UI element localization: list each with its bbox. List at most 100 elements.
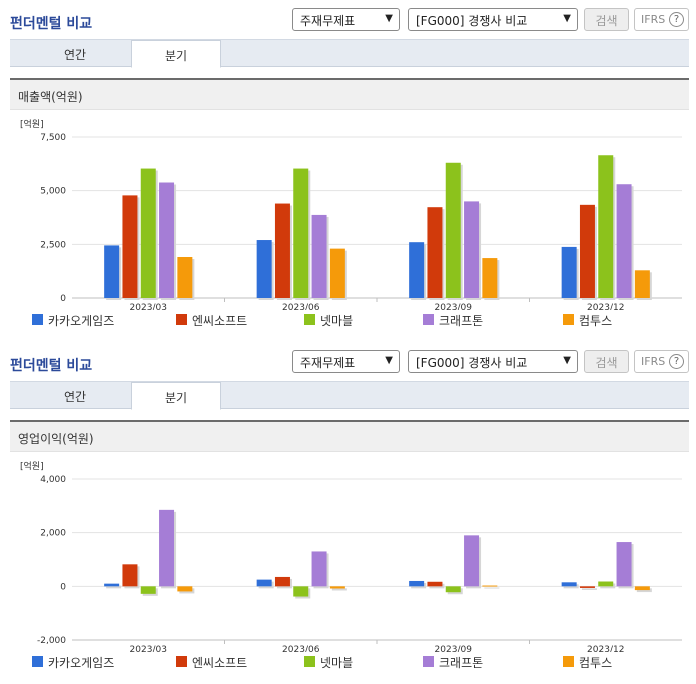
y-tick-label: -2,000 xyxy=(37,636,66,646)
bar-컴투스 xyxy=(177,586,193,592)
search-button[interactable]: 검색 xyxy=(584,350,629,373)
bar-넷마블 xyxy=(293,586,309,597)
y-tick-label: 0 xyxy=(60,294,66,304)
section-title: 펀더멘털 비교 xyxy=(10,16,93,32)
legend-item[interactable]: 컴투스 xyxy=(563,654,612,671)
bar-넷마블 xyxy=(445,162,461,298)
bar-크래프톤 xyxy=(311,214,327,298)
statement-type-value: 주재무제표 xyxy=(300,356,356,370)
tab-annual[interactable]: 연간 xyxy=(63,48,87,62)
y-tick-label: 7,500 xyxy=(40,133,66,143)
chevron-down-icon: ▼ xyxy=(563,355,571,366)
legend-label: 크래프톤 xyxy=(439,656,484,670)
fundamental-section-operating-profit: 펀더멘털 비교 주재무제표 ▼ [FG000] 경쟁사 비교 ▼ 검색 IFRS… xyxy=(0,342,696,684)
bar-엔씨소프트 xyxy=(579,204,595,298)
tab-quarterly[interactable]: 분기 xyxy=(131,40,221,68)
bar-카카오게임즈 xyxy=(256,240,272,298)
peer-group-select[interactable]: [FG000] 경쟁사 비교 ▼ xyxy=(408,350,578,373)
ifrs-label: IFRS xyxy=(641,355,666,368)
legend-item[interactable]: 카카오게임즈 xyxy=(32,312,114,329)
bar-컴투스 xyxy=(482,585,498,587)
bar-shadow xyxy=(331,588,347,591)
peer-group-select[interactable]: [FG000] 경쟁사 비교 ▼ xyxy=(408,8,578,31)
bar-컴투스 xyxy=(634,270,650,298)
legend-item[interactable]: 크래프톤 xyxy=(423,654,483,671)
statement-type-value: 주재무제표 xyxy=(300,14,356,28)
chevron-down-icon: ▼ xyxy=(563,13,571,24)
legend-item[interactable]: 크래프톤 xyxy=(423,312,483,329)
statement-type-select[interactable]: 주재무제표 ▼ xyxy=(292,350,400,373)
bar-넷마블 xyxy=(293,168,309,298)
x-tick-label: 2023/03 xyxy=(130,645,167,652)
statement-type-select[interactable]: 주재무제표 ▼ xyxy=(292,8,400,31)
bar-엔씨소프트 xyxy=(274,576,290,587)
chart-panel-header: 매출액(억원) xyxy=(10,80,689,110)
legend-item[interactable]: 넷마블 xyxy=(304,312,353,329)
bar-컴투스 xyxy=(329,586,345,589)
legend-swatch xyxy=(563,656,574,667)
bar-카카오게임즈 xyxy=(256,579,272,587)
legend-swatch xyxy=(423,314,434,325)
ifrs-label: IFRS xyxy=(641,13,666,26)
bar-넷마블 xyxy=(598,155,614,298)
bar-크래프톤 xyxy=(159,509,175,587)
legend-label: 엔씨소프트 xyxy=(192,314,248,328)
legend-swatch xyxy=(304,314,315,325)
ifrs-help-button[interactable]: IFRS ? xyxy=(634,8,689,31)
legend-item[interactable]: 넷마블 xyxy=(304,654,353,671)
y-unit-label: [억원] xyxy=(20,460,44,472)
bar-컴투스 xyxy=(634,586,650,591)
legend-item[interactable]: 카카오게임즈 xyxy=(32,654,114,671)
legend-item[interactable]: 엔씨소프트 xyxy=(176,654,247,671)
legend-label: 컴투스 xyxy=(579,656,613,670)
chevron-down-icon: ▼ xyxy=(385,355,393,366)
bar-컴투스 xyxy=(482,258,498,298)
chart-panel-revenue: 매출액(억원) [억원] 0 2,500 5,000 7,500 2023/03 2023/… xyxy=(10,78,689,337)
chevron-down-icon: ▼ xyxy=(385,13,393,24)
period-tabs: 연간 분기 xyxy=(10,381,689,410)
bar-카카오게임즈 xyxy=(561,246,577,298)
legend-swatch xyxy=(176,656,187,667)
bar-크래프톤 xyxy=(311,551,327,587)
y-tick-label: 5,000 xyxy=(40,187,66,197)
operating-profit-bar-chart: [억원] -2,000 0 2,000 4,000 2023/03 2023/06 2023/… xyxy=(20,460,682,652)
legend-label: 카카오게임즈 xyxy=(48,656,115,670)
x-tick-label: 2023/06 xyxy=(282,645,320,652)
y-tick-label: 2,000 xyxy=(40,529,66,539)
legend-item[interactable]: 컴투스 xyxy=(563,312,612,329)
bar-엔씨소프트 xyxy=(427,207,443,298)
legend-swatch xyxy=(563,314,574,325)
tab-quarterly[interactable]: 분기 xyxy=(131,382,221,410)
bar-컴투스 xyxy=(177,256,193,298)
bar-크래프톤 xyxy=(159,182,175,298)
ifrs-help-button[interactable]: IFRS ? xyxy=(634,350,689,373)
legend-item[interactable]: 엔씨소프트 xyxy=(176,312,247,329)
help-icon: ? xyxy=(669,354,684,369)
y-tick-label: 0 xyxy=(60,582,66,592)
bar-카카오게임즈 xyxy=(409,580,425,587)
legend-label: 컴투스 xyxy=(579,314,613,328)
bar-엔씨소프트 xyxy=(122,564,138,587)
x-tick-label: 2023/09 xyxy=(435,303,473,310)
bar-크래프톤 xyxy=(464,535,480,587)
bar-엔씨소프트 xyxy=(427,581,443,587)
period-tabs: 연간 분기 xyxy=(10,39,689,68)
bar-넷마블 xyxy=(445,586,461,593)
chart-legend: 카카오게임즈 엔씨소프트 넷마블 크래프톤 컴투스 xyxy=(32,312,682,330)
legend-swatch xyxy=(32,314,43,325)
chart-title: 영업이익(억원) xyxy=(18,432,94,446)
legend-label: 크래프톤 xyxy=(439,314,484,328)
section-title: 펀더멘털 비교 xyxy=(10,358,93,374)
bar-넷마블 xyxy=(598,581,614,587)
bar-카카오게임즈 xyxy=(561,582,577,587)
x-tick-label: 2023/09 xyxy=(435,645,473,652)
bar-shadow xyxy=(106,585,122,589)
search-button[interactable]: 검색 xyxy=(584,8,629,31)
bar-shadow xyxy=(484,587,500,589)
fundamental-section-revenue: 펀더멘털 비교 주재무제표 ▼ [FG000] 경쟁사 비교 ▼ 검색 IFRS… xyxy=(10,8,689,337)
y-unit-label: [억원] xyxy=(20,118,44,130)
tab-annual[interactable]: 연간 xyxy=(63,390,87,404)
bar-컴투스 xyxy=(329,248,345,298)
legend-swatch xyxy=(32,656,43,667)
x-tick-label: 2023/12 xyxy=(587,645,624,652)
